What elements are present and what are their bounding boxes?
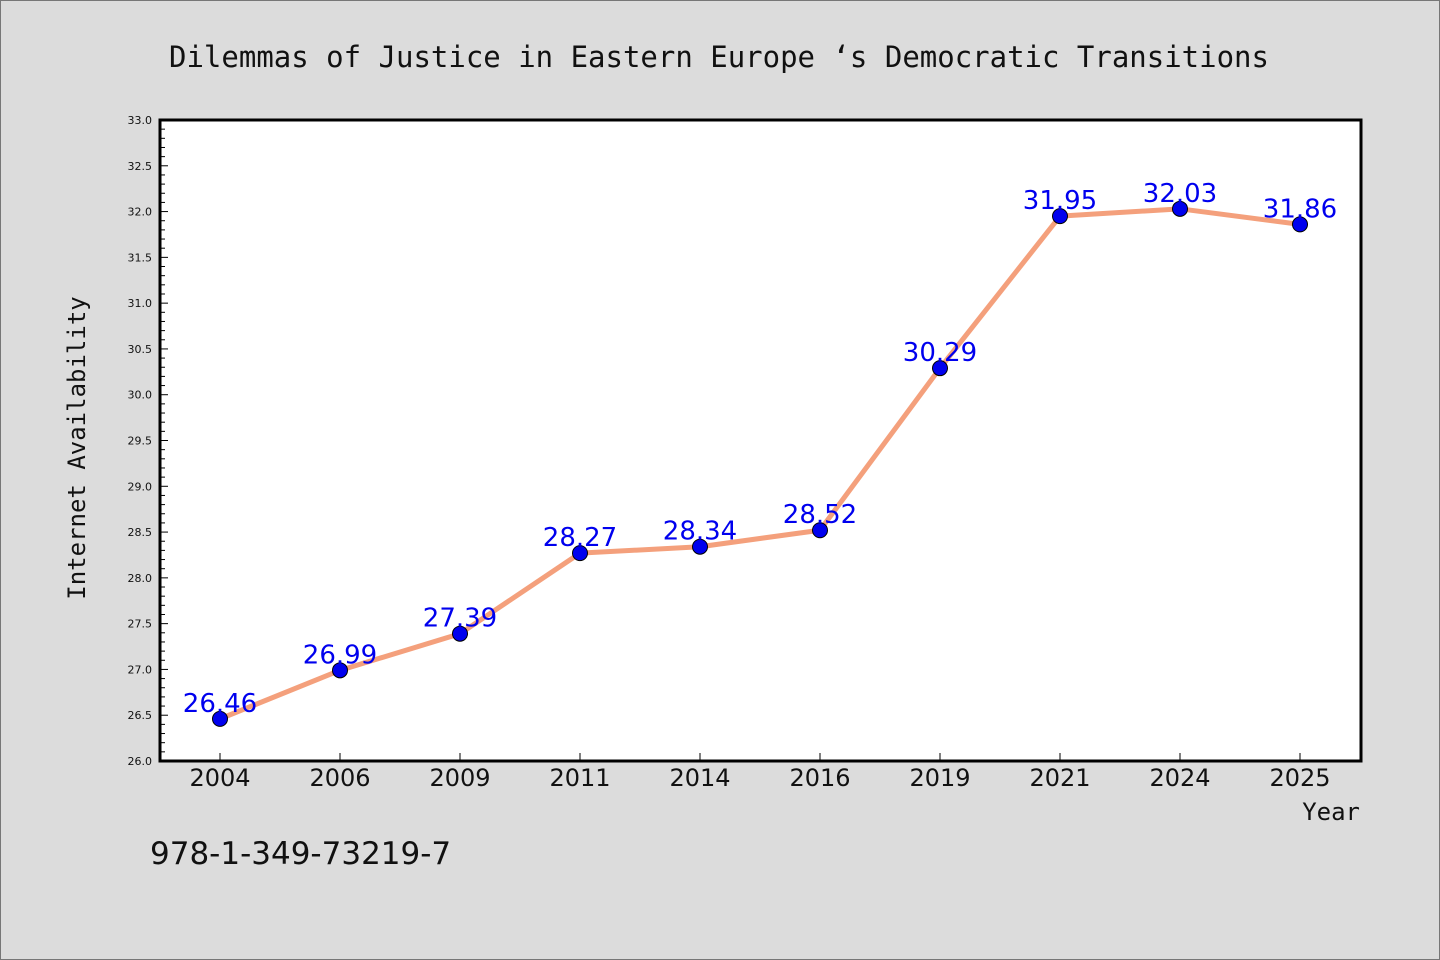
y-tick-label: 29.5 [128, 435, 153, 448]
data-label: 28.27 [543, 523, 617, 553]
data-point [812, 522, 828, 539]
plot-border [158, 118, 1363, 763]
x-tick-label: 2006 [309, 764, 370, 792]
y-tick-label: 31.5 [128, 251, 153, 264]
y-tick-label: 33.0 [128, 114, 153, 127]
y-tick-label: 30.5 [128, 343, 153, 356]
y-tick-label: 28.5 [128, 526, 153, 539]
y-tick-label: 30.0 [128, 389, 153, 402]
data-label: 28.34 [663, 517, 737, 547]
x-tick-label: 2019 [909, 764, 970, 792]
x-tick-label: 2016 [789, 764, 850, 792]
data-point [452, 625, 468, 642]
x-tick-label: 2011 [549, 764, 610, 792]
data-label: 32.03 [1143, 179, 1217, 209]
y-tick-label: 26.5 [128, 709, 153, 722]
y-tick-label: 29.0 [128, 480, 153, 493]
x-tick-label: 2021 [1029, 764, 1090, 792]
data-label: 26.99 [303, 640, 377, 670]
data-label: 30.29 [903, 338, 977, 368]
y-tick-label: 27.0 [128, 663, 153, 676]
y-tick-label: 28.0 [128, 572, 153, 585]
data-point [932, 360, 948, 377]
data-markers [212, 200, 1308, 727]
x-tick-label: 2024 [1149, 764, 1210, 792]
data-label: 27.39 [423, 604, 497, 634]
data-label: 26.46 [183, 689, 257, 719]
series-line [217, 206, 1303, 722]
data-point [692, 538, 708, 555]
y-tick-label: 31.0 [128, 297, 153, 310]
x-tick-label: 2014 [669, 764, 730, 792]
x-tick-label: 2025 [1269, 764, 1330, 792]
data-point [1052, 208, 1068, 225]
isbn-text: 978-1-349-73219-7 [150, 836, 451, 872]
data-point [572, 545, 588, 562]
x-tick-label: 2004 [189, 764, 250, 792]
x-axis-label: Year [1302, 798, 1360, 826]
y-tick-label: 32.5 [128, 160, 153, 173]
data-point [212, 710, 228, 727]
data-label: 31.86 [1263, 194, 1337, 224]
plot-area [160, 120, 1361, 761]
x-tick-label: 2009 [429, 764, 490, 792]
data-labels: 26.46 26.99 27.39 28.27 28.34 28.52 30.29 31.95… [183, 179, 1337, 719]
data-point [1292, 216, 1308, 233]
data-point [332, 662, 348, 679]
chart-title: Dilemmas of Justice in Eastern Europe ‘s… [169, 40, 1269, 74]
data-point [1172, 200, 1188, 217]
data-label: 31.95 [1023, 186, 1097, 216]
y-tick-label: 27.5 [128, 618, 153, 631]
series-line-group [217, 206, 1303, 722]
data-label: 28.52 [783, 500, 857, 530]
y-tick-label: 26.0 [128, 755, 153, 768]
x-axis-ticks: 2004 2006 2009 2011 2014 2016 2019 2021 2024 2025 [189, 753, 1331, 792]
y-tick-label: 32.0 [128, 206, 153, 219]
y-axis-label: Internet Availability [63, 296, 91, 599]
